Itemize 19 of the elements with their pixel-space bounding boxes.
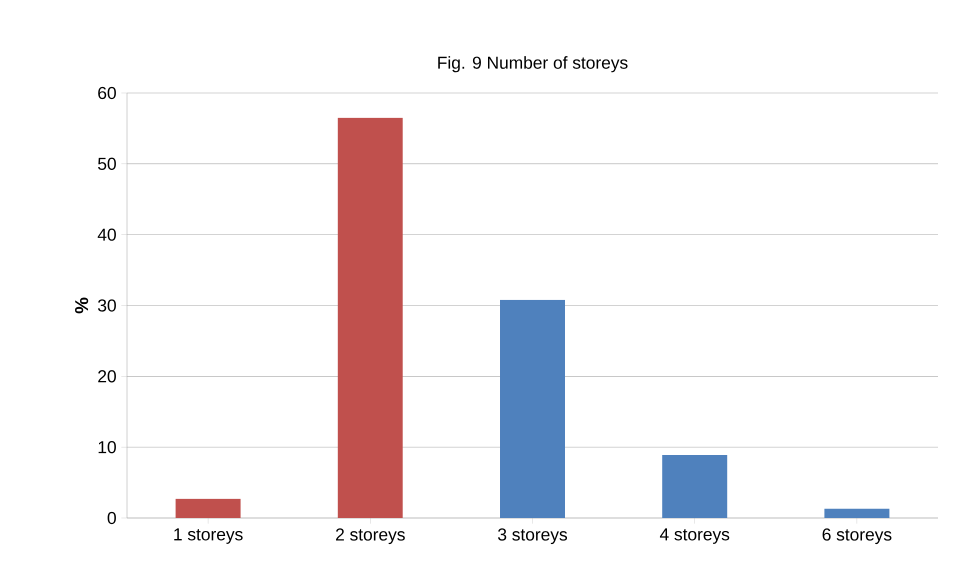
y-tick-label: 40 <box>98 228 116 241</box>
y-tick-label: 60 <box>98 86 116 100</box>
y-tick-label: 0 <box>108 512 116 524</box>
x-tick-label: 6 storeys <box>822 528 892 544</box>
bar <box>176 498 241 518</box>
chart-title: Fig. 9 Number of storeys <box>438 56 628 72</box>
y-tick-label: 20 <box>98 370 116 382</box>
x-tick-label: 1 storeys <box>174 528 243 544</box>
x-tick-label: 4 storeys <box>660 528 730 544</box>
x-tick-label: 2 storeys <box>336 528 405 544</box>
y-axis-title: % <box>75 298 88 314</box>
y-tick-label: 30 <box>98 299 116 312</box>
bar <box>500 300 565 518</box>
bar <box>338 118 403 518</box>
y-tick-label: 50 <box>98 158 116 170</box>
bar <box>662 454 728 518</box>
bar <box>824 508 890 518</box>
y-tick-label: 10 <box>98 441 116 454</box>
x-tick-label: 3 storeys <box>498 528 568 544</box>
